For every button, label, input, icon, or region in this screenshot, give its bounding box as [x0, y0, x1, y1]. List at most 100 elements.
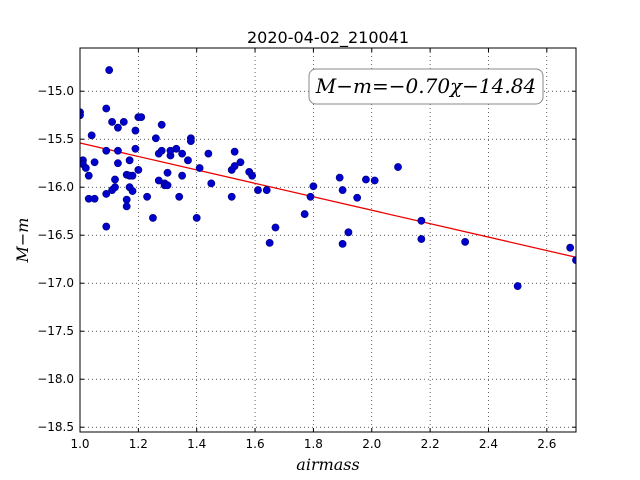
chart-title: 2020-04-02_210041: [247, 28, 409, 48]
data-point: [362, 175, 370, 184]
y-tick-label: −17.5: [37, 324, 74, 338]
gridlines: [79, 48, 576, 432]
fit-line: [79, 142, 577, 258]
data-point: [175, 192, 184, 201]
data-point: [370, 176, 379, 185]
data-point: [192, 214, 201, 222]
data-point: [114, 146, 122, 155]
data-point: [111, 175, 119, 184]
data-point: [335, 173, 344, 182]
data-point: [271, 223, 280, 232]
data-point: [338, 186, 347, 194]
annotation-box: [308, 68, 544, 105]
data-point: [84, 171, 93, 180]
data-point: [572, 256, 576, 265]
x-tick-label: 1.6: [246, 437, 265, 451]
data-point: [230, 162, 239, 170]
data-point: [151, 134, 160, 143]
data-points: [80, 66, 576, 290]
data-point: [131, 126, 140, 135]
data-point: [157, 120, 166, 129]
data-point: [417, 235, 426, 243]
data-point: [119, 118, 128, 126]
data-point: [108, 118, 116, 126]
data-point: [111, 183, 119, 192]
data-point: [265, 238, 274, 247]
data-point: [137, 113, 146, 122]
x-tick-label: 2.6: [537, 437, 556, 451]
x-tick-label: 2.4: [479, 437, 498, 451]
data-point: [114, 159, 122, 168]
data-point: [300, 210, 309, 218]
plot-area: [80, 48, 576, 432]
data-point: [125, 156, 134, 165]
y-tick-label: −17.0: [37, 276, 74, 290]
x-tick-label: 1.2: [129, 437, 148, 451]
data-point: [338, 239, 347, 248]
data-point: [143, 192, 152, 201]
data-point: [163, 181, 172, 190]
data-point: [178, 149, 187, 158]
data-point: [566, 243, 575, 252]
equation-annotation: M−m=−0.70χ−14.84: [308, 68, 544, 105]
x-tick-label: 2.0: [362, 437, 381, 451]
x-tick-label: 1.8: [304, 437, 323, 451]
data-point: [236, 158, 245, 167]
data-point: [248, 171, 257, 180]
data-point: [461, 238, 470, 246]
data-point: [114, 123, 122, 132]
data-point: [122, 202, 131, 211]
x-tick-label: 1.4: [187, 437, 206, 451]
data-point: [105, 66, 114, 74]
data-point: [102, 104, 111, 113]
data-point: [227, 192, 236, 201]
y-tick-label: −16.0: [37, 180, 74, 194]
data-point: [186, 137, 195, 146]
data-point: [128, 171, 137, 180]
data-point: [353, 193, 362, 202]
data-point: [102, 190, 111, 198]
axis-ticks: 1.0 1.2 1.4 1.6 1.8 2.0 2.2 2.4 2.6 −15.0 −15.5 −16…: [37, 48, 576, 451]
data-point: [102, 222, 111, 231]
data-point: [309, 182, 318, 191]
y-tick-label: −18.5: [37, 420, 74, 434]
data-point: [81, 164, 90, 172]
data-point: [122, 195, 131, 204]
plot-frame: [79, 47, 577, 433]
x-tick-label: 2.2: [421, 437, 440, 451]
data-point: [344, 228, 353, 237]
data-point: [417, 216, 426, 225]
y-tick-label: −15.0: [37, 84, 74, 98]
x-tick-label: 1.0: [70, 437, 89, 451]
y-tick-label: −15.5: [37, 132, 74, 146]
data-point: [178, 171, 187, 180]
data-point: [204, 149, 213, 158]
x-axis-label: airmass: [296, 455, 359, 474]
data-point: [90, 194, 99, 203]
y-tick-label: −18.0: [37, 372, 74, 386]
data-point: [394, 163, 402, 171]
data-point: [163, 168, 172, 177]
data-point: [513, 282, 522, 290]
data-point: [131, 144, 140, 153]
data-point: [90, 158, 99, 167]
data-point: [184, 156, 192, 165]
data-point: [306, 192, 315, 201]
data-point: [149, 214, 157, 222]
data-point: [262, 186, 271, 194]
data-point: [128, 187, 137, 195]
data-point: [172, 144, 181, 153]
data-point: [157, 146, 166, 155]
data-point: [230, 147, 239, 156]
data-point: [102, 146, 111, 155]
annotation-text: M−m=−0.70χ−14.84: [315, 74, 536, 98]
data-point: [254, 186, 262, 194]
data-point: [134, 166, 143, 174]
y-axis-label: M−m: [13, 218, 32, 264]
fit-line-layer: [79, 142, 577, 258]
data-point: [195, 164, 204, 172]
data-point: [207, 179, 216, 188]
y-tick-label: −16.5: [37, 228, 74, 242]
data-point: [87, 131, 96, 140]
